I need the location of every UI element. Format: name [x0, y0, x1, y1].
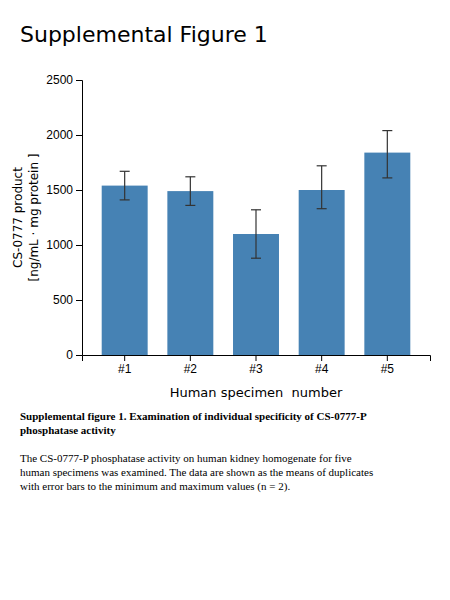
error-bar-cap-high — [317, 165, 327, 166]
error-bar-cap-high — [185, 176, 195, 177]
x-axis-line — [83, 356, 431, 362]
error-bar-stem — [190, 177, 191, 206]
y-tick-label: 0 — [66, 348, 73, 362]
y-tick-mark — [76, 300, 82, 301]
chart: Supplemental Figure 1 #1 #2 #3 #4 #5 0 500 1000 1… — [0, 0, 450, 600]
x-tick-label: #3 — [249, 362, 263, 376]
x-tick-label: #4 — [315, 362, 329, 376]
x-tick: #1 — [118, 355, 132, 376]
y-tick: 1000 — [46, 238, 82, 252]
error-bar-stem — [124, 171, 125, 200]
y-tick: 1500 — [46, 183, 82, 197]
y-tick-label: 1000 — [46, 238, 73, 252]
bar — [364, 153, 410, 355]
error-bar — [382, 131, 392, 178]
caption-line: phosphatase activity — [20, 424, 116, 436]
x-label: Human specimen number — [170, 385, 343, 400]
error-bar-cap-high — [120, 171, 130, 172]
error-bar-cap-low — [185, 205, 195, 206]
y-tick-label: 2000 — [46, 128, 73, 142]
y-axis: 0 500 1000 1500 2000 2500 — [46, 73, 82, 362]
bar — [167, 191, 213, 355]
y-tick-mark — [76, 190, 82, 191]
y-tick-label: 1500 — [46, 183, 73, 197]
x-tick-mark — [321, 355, 322, 361]
bar — [299, 190, 345, 355]
y-tick-mark — [76, 245, 82, 246]
caption-line: Supplemental figure 1. Examination of in… — [20, 410, 367, 422]
caption-body: The CS-0777-P phosphatase activity on hu… — [20, 452, 373, 493]
error-bar — [185, 177, 195, 206]
y-tick-mark — [76, 355, 82, 356]
caption-heading: Supplemental figure 1. Examination of in… — [20, 410, 367, 436]
error-bar-stem — [321, 166, 322, 209]
x-tick-mark — [387, 355, 388, 361]
error-bar-cap-high — [251, 209, 261, 210]
error-bar — [251, 210, 261, 258]
x-tick: #4 — [315, 355, 329, 376]
y-tick: 500 — [53, 293, 82, 307]
x-tick: #2 — [184, 355, 198, 376]
x-tick-mark — [256, 355, 257, 361]
x-tick: #5 — [381, 355, 395, 376]
y-tick: 2000 — [46, 128, 82, 142]
error-bar-stem — [255, 210, 256, 258]
x-tick-label: #1 — [118, 362, 132, 376]
x-tick: #3 — [249, 355, 263, 376]
y-tick-label: 2500 — [46, 73, 73, 87]
y-label: CS-0777 product[ng/mL · mg protein ] — [11, 153, 41, 281]
bar — [102, 186, 148, 355]
x-tick-mark — [190, 355, 191, 361]
x-axis: #1 #2 #3 #4 #5 — [83, 355, 431, 376]
x-tick-label: #5 — [381, 362, 395, 376]
caption-line: The CS-0777-P phosphatase activity on hu… — [20, 452, 352, 464]
error-bar — [120, 171, 130, 200]
error-bar-stem — [387, 131, 388, 178]
error-bar-cap-high — [382, 130, 392, 131]
plot: #1 #2 #3 #4 #5 0 500 1000 1500 2000 2500 — [46, 73, 430, 375]
y-tick: 2500 — [46, 73, 82, 87]
error-bar-cap-low — [382, 177, 392, 178]
x-tick-mark — [124, 355, 125, 361]
y-label-line: CS-0777 product — [11, 167, 25, 268]
y-axis-line — [76, 81, 83, 356]
y-tick-mark — [76, 80, 82, 81]
y-tick-label: 500 — [53, 293, 73, 307]
title: Supplemental Figure 1 — [20, 22, 268, 47]
caption-line: with error bars to the minimum and maxim… — [20, 480, 290, 493]
x-tick-label: #2 — [184, 362, 198, 376]
error-bar-cap-low — [317, 208, 327, 209]
error-bar-cap-low — [251, 258, 261, 259]
y-label-line: [ng/mL · mg protein ] — [27, 153, 41, 281]
marks — [102, 131, 411, 355]
y-tick-mark — [76, 135, 82, 136]
error-bar — [317, 166, 327, 209]
y-tick: 0 — [66, 348, 82, 362]
caption-line: human specimens was examined. The data a… — [20, 466, 373, 478]
error-bar-cap-low — [120, 199, 130, 200]
